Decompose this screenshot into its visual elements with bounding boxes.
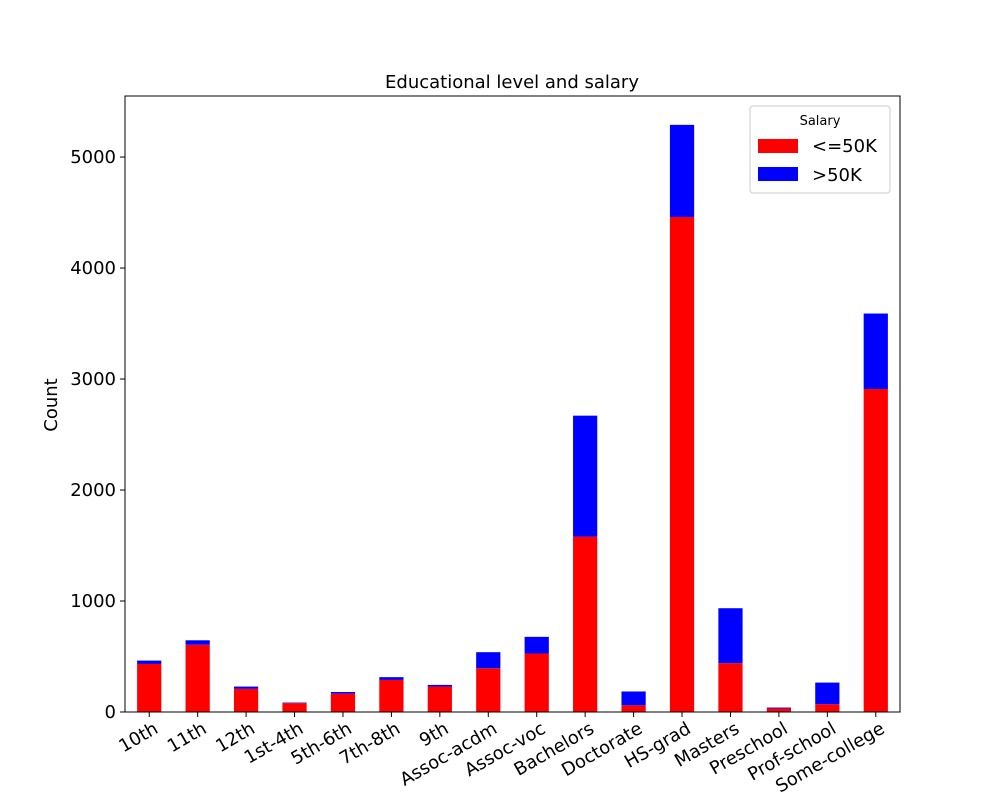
bar-doctorate-le50k [621,705,646,712]
y-tick-label: 5000 [70,147,116,168]
bar-prof-school-le50k [815,704,840,712]
bar-assoc-acdm-le50k [476,668,501,712]
bar-1st-4th-le50k [282,703,307,712]
bars [137,124,888,713]
bar-9th-le50k [427,686,452,712]
bar-some-college-gt50k [863,313,888,390]
bar-preschool-gt50k [766,707,792,709]
y-tick-label: 3000 [70,369,116,390]
bar-5th-6th-le50k [330,693,356,712]
y-tick-label: 1000 [70,591,116,612]
y-axis-label: Count [41,378,62,431]
legend: Salary <=50K >50K [749,105,891,194]
bar-bachelors-gt50k [573,415,598,537]
bar-1st-4th-gt50k [282,702,307,704]
legend-swatch-gt50k [758,167,798,181]
legend-label-le50k: <=50K [812,136,878,157]
x-tick-label-11th: 11th [164,718,210,757]
bar-7th-8th-le50k [379,679,404,712]
bar-doctorate-gt50k [621,691,646,706]
bar-hs-grad-le50k [669,216,695,713]
legend-label-gt50k: >50K [812,165,863,186]
bar-12th-gt50k [233,686,259,689]
bar-11th-gt50k [185,640,210,645]
y-tick-label: 2000 [70,480,116,501]
bar-masters-gt50k [718,608,743,664]
bar-assoc-acdm-gt50k [476,652,501,669]
bar-prof-school-gt50k [815,682,840,705]
chart-title: Educational level and salary [385,72,639,93]
bar-preschool-le50k [766,708,792,712]
legend-title: Salary [800,114,841,129]
bar-assoc-voc-le50k [524,653,549,712]
plot-frame [124,95,901,713]
bar-5th-6th-gt50k [330,692,356,694]
bar-hs-grad-gt50k [669,124,695,217]
y-tick-label: 4000 [70,258,116,279]
bar-10th-gt50k [137,660,162,664]
legend-swatch-le50k [758,139,798,153]
bar-11th-le50k [185,644,210,712]
x-tick-label-10th: 10th [115,718,161,757]
y-tick-label: 0 [105,702,116,723]
bar-masters-le50k [718,663,743,712]
bar-7th-8th-gt50k [379,677,404,680]
bar-10th-le50k [137,663,162,712]
bar-12th-le50k [233,688,259,712]
bar-bachelors-le50k [573,536,598,712]
bar-some-college-le50k [863,389,888,712]
bar-assoc-voc-gt50k [524,636,549,654]
bar-9th-gt50k [427,684,452,687]
